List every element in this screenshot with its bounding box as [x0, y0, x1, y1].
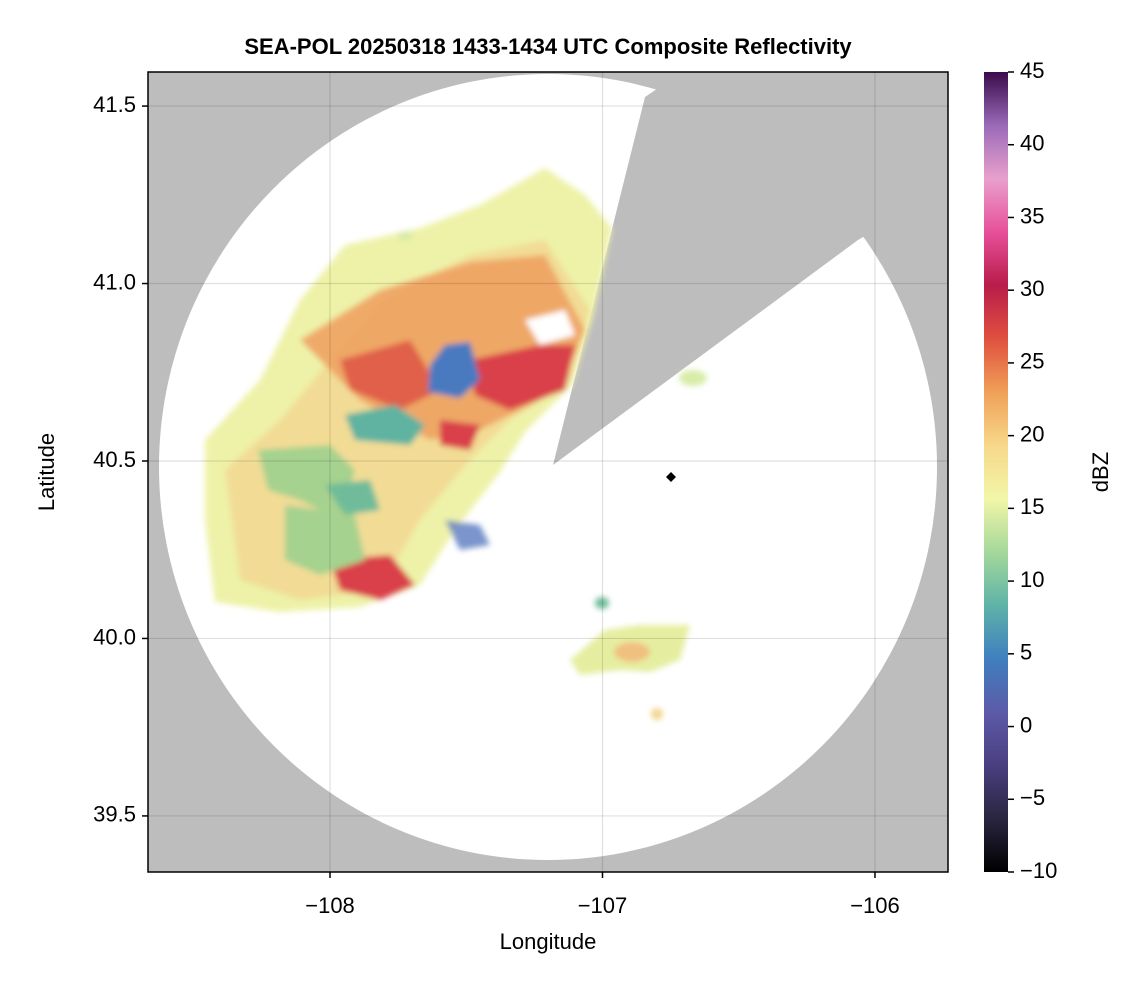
x-tick-label: −106	[850, 893, 900, 918]
y-tick-label: 41.5	[93, 92, 136, 117]
colorbar-tick-label: 25	[1020, 349, 1044, 374]
grid	[148, 72, 948, 872]
echo	[330, 555, 415, 600]
y-axis-label: Latitude	[34, 433, 59, 511]
echo	[679, 370, 707, 386]
y-tick-label: 41.0	[93, 269, 136, 294]
x-tick-label: −107	[578, 893, 628, 918]
echo	[440, 420, 480, 450]
colorbar-tick-label: 0	[1020, 712, 1032, 737]
y-tick-label: 40.0	[93, 624, 136, 649]
x-tick-label: −108	[305, 893, 355, 918]
blocked-sector	[553, 72, 948, 465]
echo	[445, 520, 490, 550]
y-tick-label: 40.5	[93, 447, 136, 472]
chart-title: SEA-POL 20250318 1433-1434 UTC Composite…	[244, 34, 852, 59]
colorbar-label: dBZ	[1088, 452, 1113, 492]
echo	[397, 231, 413, 241]
radar-location	[666, 472, 676, 482]
colorbar	[984, 72, 1008, 872]
colorbar-tick-label: 20	[1020, 421, 1044, 446]
colorbar-tick-label: 30	[1020, 276, 1044, 301]
colorbar-tick-label: 35	[1020, 203, 1044, 228]
colorbar-tick-label: −5	[1020, 785, 1045, 810]
echo	[258, 445, 355, 520]
echo	[345, 405, 425, 445]
echo	[325, 480, 380, 515]
y-tick-label: 39.5	[93, 802, 136, 827]
plot-frame	[147, 71, 949, 873]
colorbar-tick-label: 5	[1020, 640, 1032, 665]
colorbar-tick-label: −10	[1020, 858, 1057, 883]
colorbar-tick-label: 10	[1020, 567, 1044, 592]
echo-gap	[525, 310, 575, 345]
echo	[614, 642, 650, 662]
x-axis-label: Longitude	[500, 929, 597, 954]
echo	[428, 342, 480, 398]
echoes	[205, 168, 707, 720]
colorbar-tick-label: 15	[1020, 494, 1044, 519]
echo	[595, 597, 609, 609]
echo	[651, 708, 663, 720]
echo	[470, 345, 575, 410]
colorbar-tick-label: 45	[1020, 58, 1044, 83]
plot-area	[148, 72, 948, 872]
echo	[285, 505, 365, 575]
echo	[340, 340, 440, 410]
colorbar-tick-label: 40	[1020, 131, 1044, 156]
